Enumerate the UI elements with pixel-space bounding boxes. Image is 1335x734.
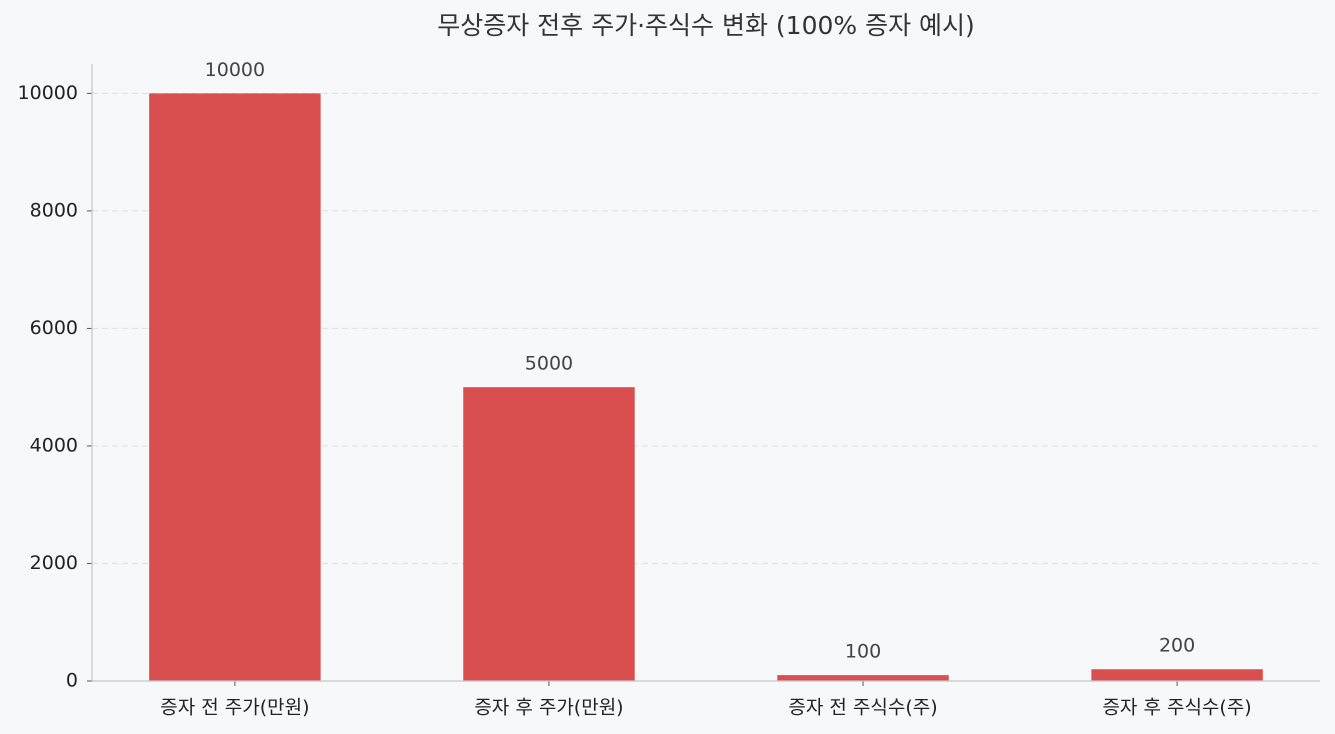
bar (1091, 669, 1263, 681)
y-tick-label: 4000 (30, 434, 78, 456)
value-label: 100 (845, 641, 881, 663)
x-tick-label: 증자 전 주가(만원) (160, 697, 309, 719)
x-tick-label: 증자 후 주식수(주) (1102, 697, 1251, 719)
y-tick-label: 10000 (18, 82, 78, 104)
chart-title: 무상증자 전후 주가·주식수 변화 (100% 증자 예시) (437, 11, 975, 40)
value-label: 10000 (205, 59, 265, 81)
bar (463, 387, 635, 681)
y-tick-label: 0 (66, 670, 78, 692)
bar (777, 675, 949, 681)
x-tick-label: 증자 전 주식수(주) (788, 697, 937, 719)
value-label: 5000 (525, 353, 573, 375)
value-label: 200 (1159, 635, 1195, 657)
y-tick-label: 8000 (30, 199, 78, 221)
bar (149, 93, 321, 681)
x-tick-label: 증자 후 주가(만원) (474, 697, 623, 719)
y-tick-label: 6000 (30, 317, 78, 339)
y-tick-label: 2000 (30, 552, 78, 574)
